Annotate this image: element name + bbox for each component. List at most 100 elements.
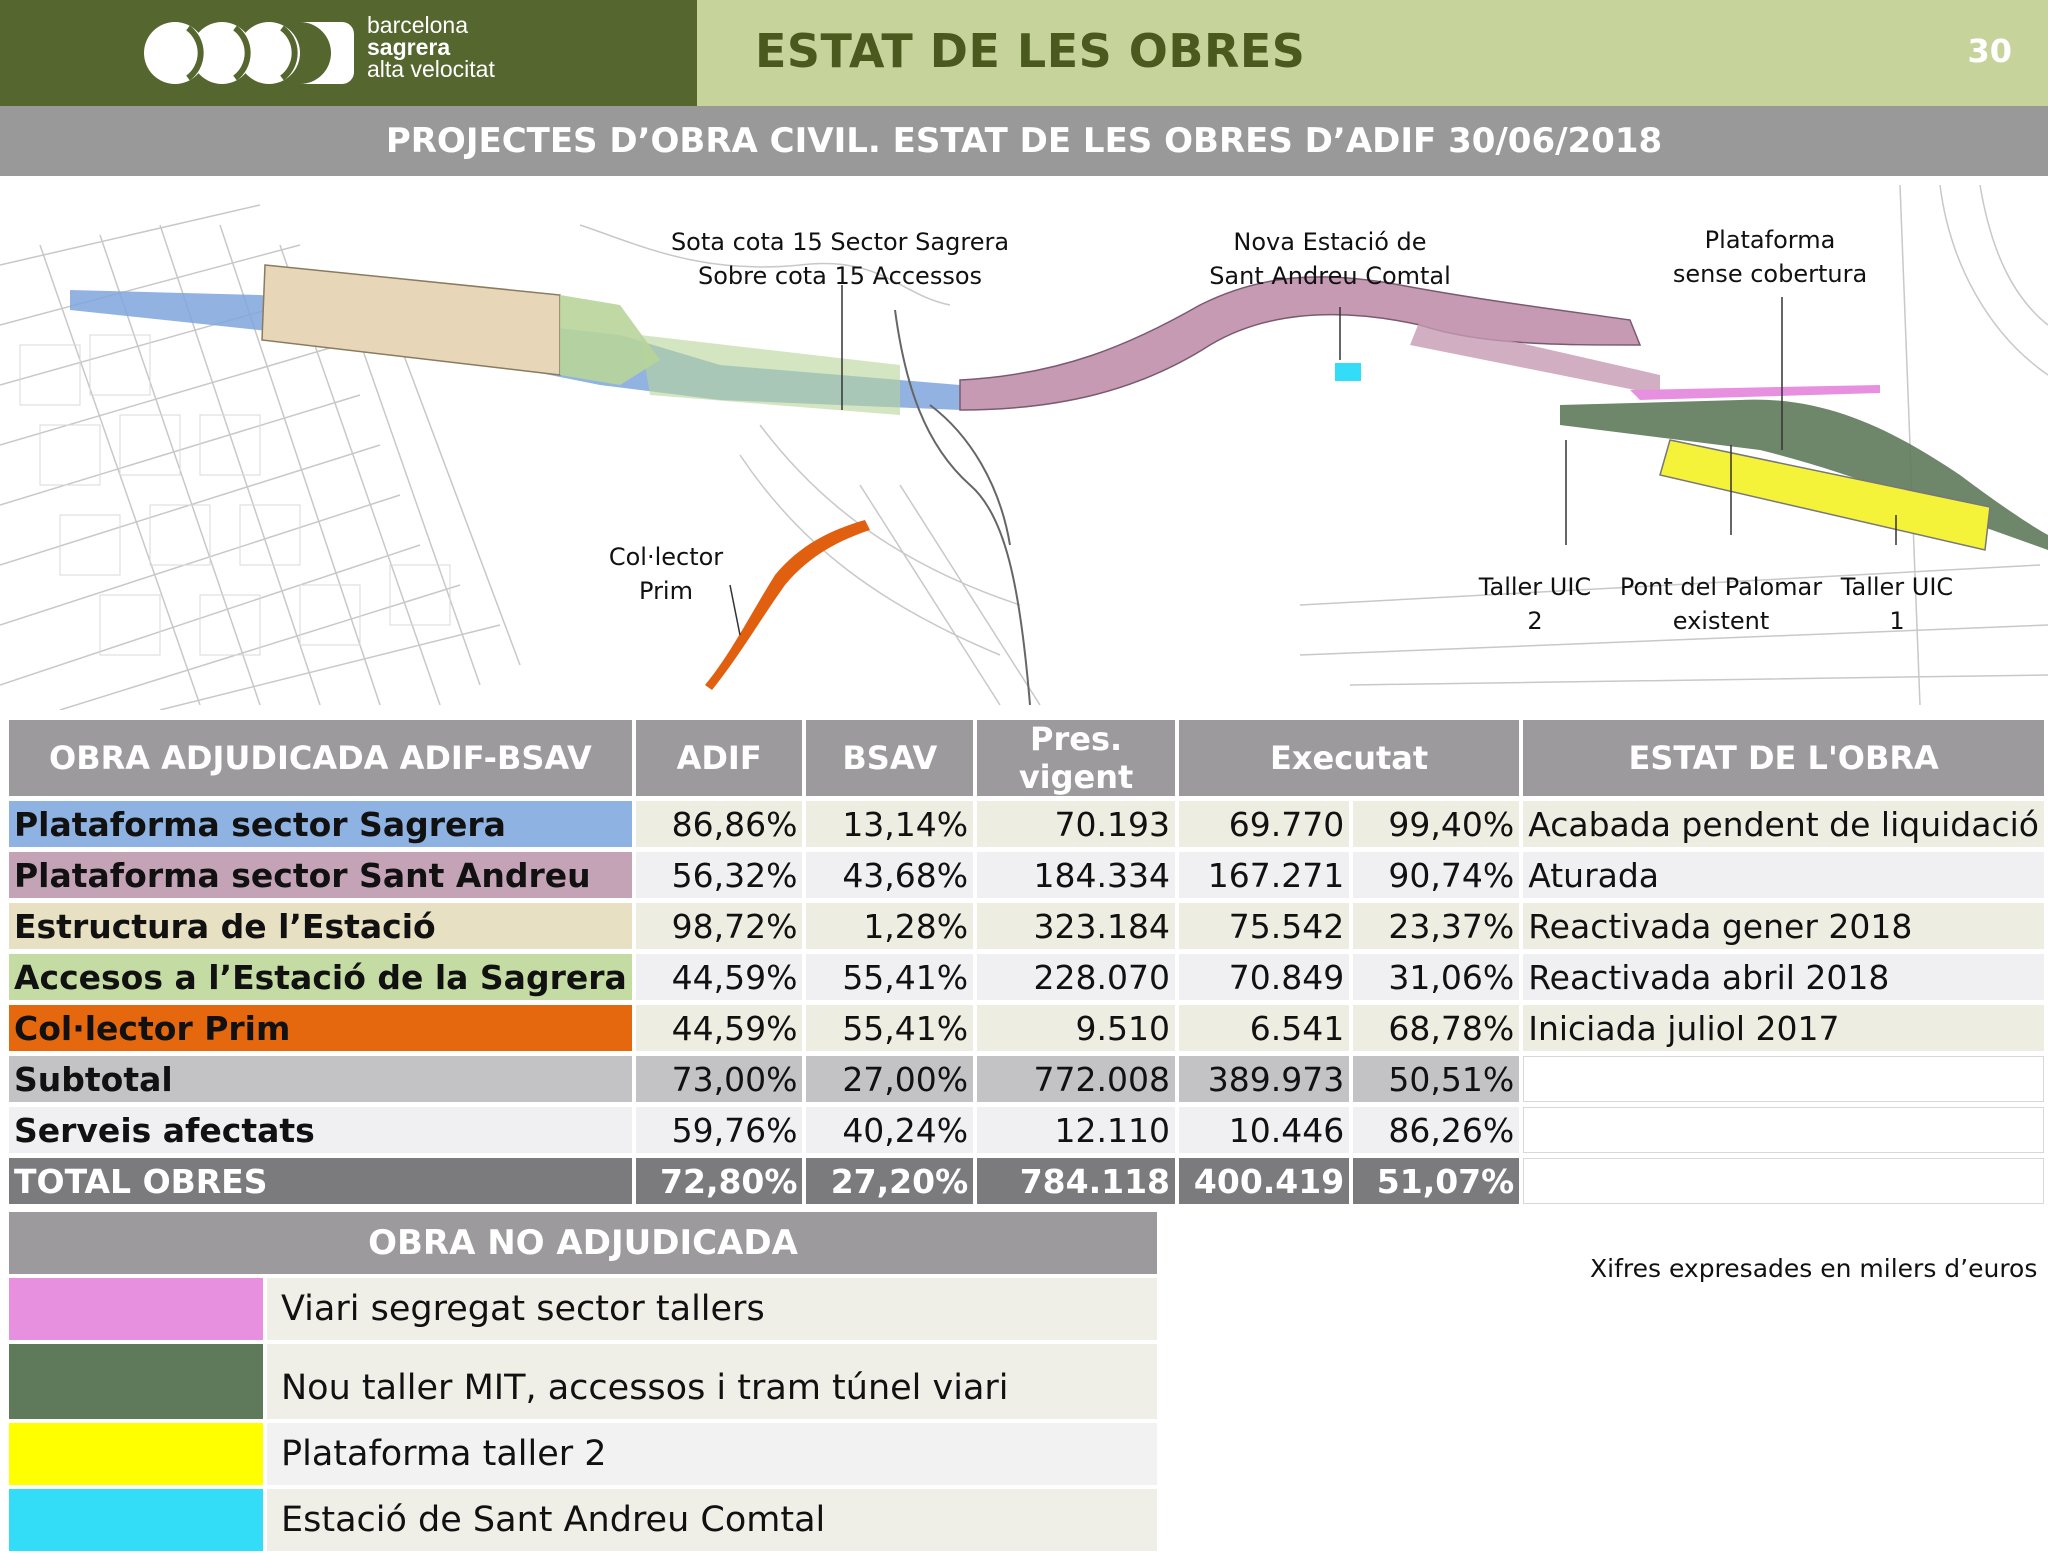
cell-executat-pct: 68,78%: [1353, 1005, 1520, 1051]
row-name: Serveis afectats: [9, 1107, 632, 1153]
label-nova-estacio-line1: Nova Estació de: [1233, 228, 1427, 256]
legend-item: Nou taller MIT, accessos i tram túnel vi…: [9, 1344, 1157, 1419]
cell-pres: 184.334: [977, 852, 1175, 898]
site-plan-drawing: [0, 184, 2048, 711]
header-pres-vigent: Pres. vigent: [977, 720, 1175, 796]
row-name: Col·lector Prim: [9, 1005, 632, 1051]
cell-adif: 44,59%: [635, 1005, 803, 1051]
works-status-table: OBRA ADJUDICADA ADIF-BSAV ADIF BSAV Pres…: [5, 715, 2048, 1209]
page-title: ESTAT DE LES OBRES: [755, 24, 1306, 78]
total-row: TOTAL OBRES 72,80% 27,20% 784.118 400.41…: [9, 1158, 2044, 1204]
site-plan-map: Sota cota 15 Sector Sagrera Sobre cota 1…: [0, 184, 2048, 711]
header-adif: ADIF: [635, 720, 803, 796]
estacio-structure: [261, 264, 561, 376]
cell-executat: 167.271: [1179, 852, 1350, 898]
cell-adif: 56,32%: [635, 852, 803, 898]
table-header-row: OBRA ADJUDICADA ADIF-BSAV ADIF BSAV Pres…: [9, 720, 2044, 796]
cell-bsav: 55,41%: [806, 954, 974, 1000]
cell-executat: 10.446: [1179, 1107, 1350, 1153]
legend-label: Nou taller MIT, accessos i tram túnel vi…: [267, 1344, 1157, 1419]
cell-pres: 228.070: [977, 954, 1175, 1000]
cell-adif: 86,86%: [635, 801, 803, 847]
label-nova-estacio-line2: Sant Andreu Comtal: [1209, 262, 1451, 290]
plataforma-taller-2: [1659, 439, 1991, 551]
cell-executat: 69.770: [1179, 801, 1350, 847]
cell-executat: 389.973: [1179, 1056, 1350, 1102]
cell-pres: 70.193: [977, 801, 1175, 847]
cell-pres: 12.110: [977, 1107, 1175, 1153]
cell-executat-pct: 31,06%: [1353, 954, 1520, 1000]
table-row: Plataforma sector Sant Andreu 56,32% 43,…: [9, 852, 2044, 898]
cell-pres: 9.510: [977, 1005, 1175, 1051]
row-name: Plataforma sector Sagrera: [9, 801, 632, 847]
cell-bsav: 27,20%: [806, 1158, 974, 1204]
cell-executat-pct: 86,26%: [1353, 1107, 1520, 1153]
cell-adif: 59,76%: [635, 1107, 803, 1153]
label-taller-2: Taller UIC 2: [1460, 570, 1610, 638]
cell-estat-empty: [1523, 1107, 2044, 1153]
sant-andreu-east: [1410, 320, 1660, 395]
legend-label: Plataforma taller 2: [267, 1423, 1157, 1485]
label-plataforma-line2: sense cobertura: [1672, 260, 1868, 288]
page-subtitle: PROJECTES D’OBRA CIVIL. ESTAT DE LES OBR…: [385, 121, 1663, 161]
cell-executat: 6.541: [1179, 1005, 1350, 1051]
cell-executat-pct: 90,74%: [1353, 852, 1520, 898]
cell-bsav: 27,00%: [806, 1056, 974, 1102]
label-collector: Col·lector Prim: [600, 540, 732, 608]
cell-adif: 44,59%: [635, 954, 803, 1000]
cell-estat: Acabada pendent de liquidació: [1523, 801, 2044, 847]
taller-mit: [1560, 399, 2048, 550]
subtotal-row: Subtotal 73,00% 27,00% 772.008 389.973 5…: [9, 1056, 2044, 1102]
legend-swatch: [9, 1423, 263, 1485]
page-number: 30: [1967, 32, 2012, 70]
accessos-area: [560, 295, 660, 385]
cell-bsav: 55,41%: [806, 1005, 974, 1051]
label-pont-line1: Pont del Palomar: [1619, 573, 1823, 601]
legend-item: Estació de Sant Andreu Comtal: [9, 1489, 1157, 1551]
header-executat: Executat: [1179, 720, 1520, 796]
logo-text: barcelona sagrera alta velocitat: [367, 12, 495, 82]
label-sota-cota: Sota cota 15 Sector Sagrera Sobre cota 1…: [660, 225, 1020, 293]
units-note: Xifres expresades en milers d’euros: [1590, 1254, 2038, 1283]
label-nova-estacio: Nova Estació de Sant Andreu Comtal: [1190, 225, 1470, 293]
cell-adif: 72,80%: [635, 1158, 803, 1204]
label-plataforma-line1: Plataforma: [1704, 226, 1836, 254]
row-name: TOTAL OBRES: [9, 1158, 632, 1204]
label-pont: Pont del Palomar existent: [1610, 570, 1832, 638]
cell-estat: Reactivada abril 2018: [1523, 954, 2044, 1000]
legend-title: OBRA NO ADJUDICADA: [9, 1212, 1157, 1274]
cell-bsav: 1,28%: [806, 903, 974, 949]
label-taller-1-line1: Taller UIC: [1840, 573, 1954, 601]
label-pont-line2: existent: [1672, 607, 1770, 635]
label-sota-cota-line2: Sobre cota 15 Accessos: [697, 262, 983, 290]
legend-swatch: [9, 1489, 263, 1551]
table-row: Col·lector Prim 44,59% 55,41% 9.510 6.54…: [9, 1005, 2044, 1051]
logo-line-3: alta velocitat: [367, 56, 495, 82]
cell-executat-pct: 50,51%: [1353, 1056, 1520, 1102]
cell-bsav: 43,68%: [806, 852, 974, 898]
accessos-east: [640, 335, 900, 415]
serveis-row: Serveis afectats 59,76% 40,24% 12.110 10…: [9, 1107, 2044, 1153]
header-obra: OBRA ADJUDICADA ADIF-BSAV: [9, 720, 632, 796]
table-row: Estructura de l’Estació 98,72% 1,28% 323…: [9, 903, 2044, 949]
cell-estat-empty: [1523, 1056, 2044, 1102]
cell-bsav: 13,14%: [806, 801, 974, 847]
cell-adif: 98,72%: [635, 903, 803, 949]
row-name: Plataforma sector Sant Andreu: [9, 852, 632, 898]
collector-prim: [705, 520, 870, 690]
viari-segregat: [1630, 385, 1880, 400]
cell-executat: 400.419: [1179, 1158, 1350, 1204]
logo-line-1: barcelona: [367, 12, 469, 38]
logo-line-2: sagrera: [367, 34, 451, 60]
label-collector-line1: Col·lector: [608, 543, 724, 571]
cell-estat: Reactivada gener 2018: [1523, 903, 2044, 949]
label-taller-1: Taller UIC 1: [1830, 570, 1964, 638]
estacio-sant-andreu-comtal: [1335, 363, 1361, 381]
cell-executat-pct: 99,40%: [1353, 801, 1520, 847]
cell-executat: 70.849: [1179, 954, 1350, 1000]
cell-pres: 772.008: [977, 1056, 1175, 1102]
cell-executat-pct: 23,37%: [1353, 903, 1520, 949]
label-collector-line2: Prim: [639, 577, 693, 605]
label-taller-2-line1: Taller UIC: [1478, 573, 1592, 601]
cell-estat: Iniciada juliol 2017: [1523, 1005, 2044, 1051]
